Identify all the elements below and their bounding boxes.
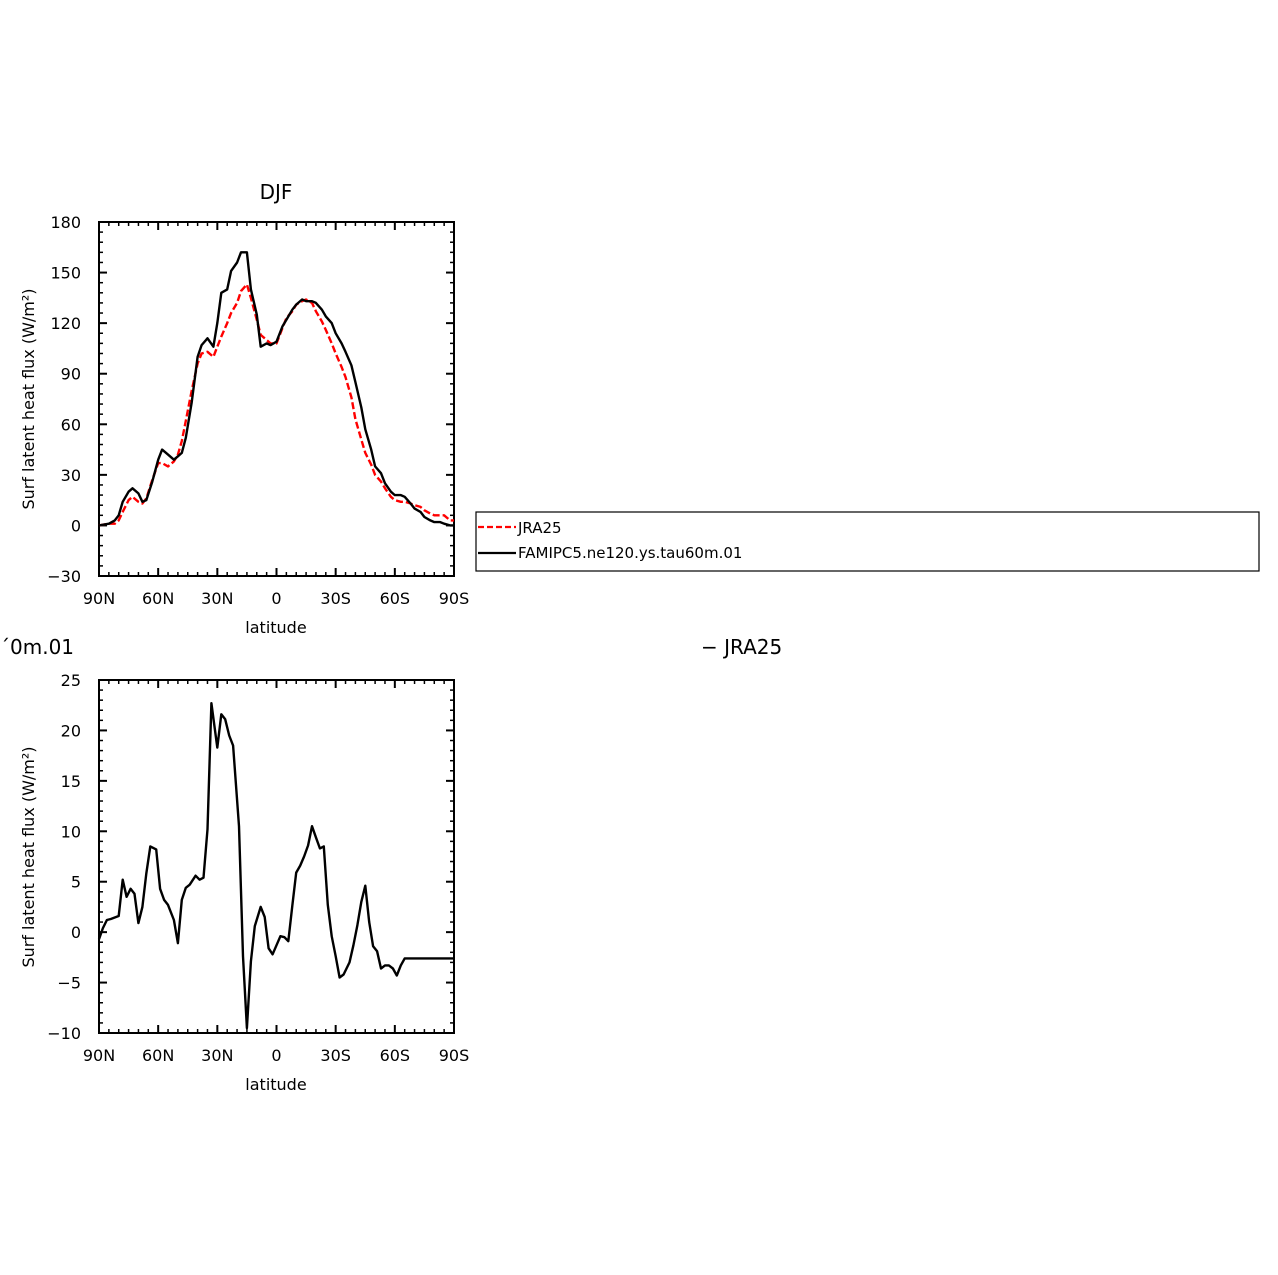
bottom-ytick-label: 15 [61,772,81,791]
top-panel-title: DJF [260,180,293,204]
bottom-ytick-label: 25 [61,671,81,690]
bottom-xtick-label: 60N [142,1046,174,1065]
bottom-xtick-label: 0 [271,1046,281,1065]
top-ytick-label: 120 [50,314,81,333]
bottom-ytick-label: 5 [71,873,81,892]
bottom-ytick-label: −10 [47,1024,81,1043]
bottom-panel: ´0m.01 − JRA25 90N 60N 30N 0 30S 60S 90S −10 −5 0… [0,635,782,1094]
bottom-xtick-label: 90S [439,1046,470,1065]
bottom-xtick-label: 90N [83,1046,115,1065]
top-ylabel: Surf latent heat flux (W/m²) [19,288,38,509]
top-panel: DJF 90N 60N 30N 0 30S 60S 90S −30 0 30 60 90 120 150 1… [19,180,469,637]
bottom-ytick-label: 10 [61,822,81,841]
top-ytick-label: 30 [61,466,81,485]
top-xtick-label: 90N [83,589,115,608]
top-xtick-label: 90S [439,589,470,608]
top-ytick-label: 150 [50,264,81,283]
top-xtick-label: 60N [142,589,174,608]
bottom-plot-frame [99,680,454,1033]
top-ytick-label: 180 [50,213,81,232]
bottom-ytick-label: 0 [71,923,81,942]
top-axis-ticks: 90N 60N 30N 0 30S 60S 90S −30 0 30 60 90 120 150 180 [47,213,469,608]
legend: JRA25 FAMIPC5.ne120.ys.tau60m.01 [476,512,1259,571]
bottom-ytick-label: 20 [61,721,81,740]
top-xtick-label: 30S [320,589,351,608]
top-xlabel: latitude [245,618,306,637]
top-xtick-label: 30N [201,589,233,608]
top-ytick-label: 90 [61,365,81,384]
bottom-axis-ticks: 90N 60N 30N 0 30S 60S 90S −10 −5 0 5 10 15 20 25 [47,671,469,1065]
bottom-ytick-label: −5 [57,974,81,993]
bottom-series-line-0 [99,703,454,1028]
legend-label-jra25: JRA25 [517,519,562,537]
bottom-xtick-label: 30S [320,1046,351,1065]
top-series-line-1 [99,252,454,525]
bottom-series-lines [99,703,454,1028]
top-ytick-label: 60 [61,415,81,434]
bottom-xlabel: latitude [245,1075,306,1094]
bottom-ylabel: Surf latent heat flux (W/m²) [19,746,38,967]
top-xtick-label: 60S [380,589,411,608]
top-series-lines [99,252,454,525]
legend-label-famipc5: FAMIPC5.ne120.ys.tau60m.01 [518,544,742,562]
top-plot-frame [99,222,454,576]
top-ytick-label: −30 [47,567,81,586]
top-series-line-0 [99,284,454,525]
bottom-xtick-label: 30N [201,1046,233,1065]
bottom-xtick-label: 60S [380,1046,411,1065]
top-ytick-label: 0 [71,516,81,535]
bottom-title-right-fragment: − JRA25 [701,635,782,659]
bottom-title-left-fragment: ´0m.01 [0,635,74,659]
legend-box [476,512,1259,571]
top-xtick-label: 0 [271,589,281,608]
